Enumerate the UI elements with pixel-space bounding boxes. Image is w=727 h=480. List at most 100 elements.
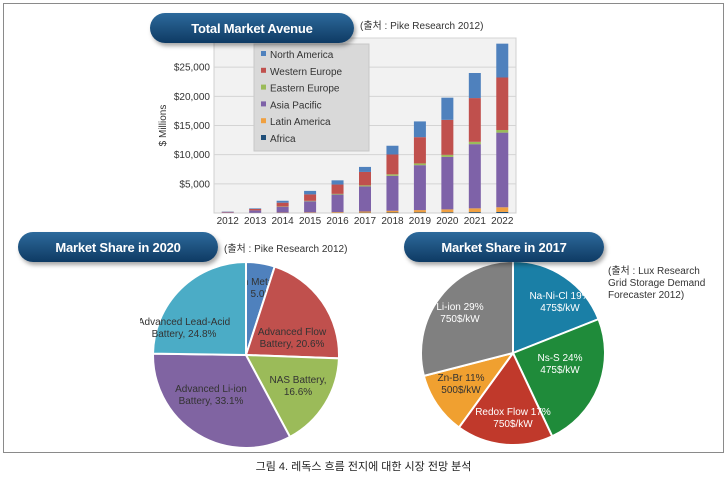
legend-label: Eastern Europe <box>270 84 340 95</box>
bar-segment-eastern-europe <box>413 163 426 166</box>
bar-segment-north-america <box>304 190 317 195</box>
bar-segment-asia-pacific <box>359 186 371 212</box>
legend-label: Asia Pacific <box>270 100 322 111</box>
bar-segment-eastern-europe <box>496 129 509 133</box>
bar-segment-western-europe <box>331 184 344 194</box>
bar-segment-western-europe <box>441 119 454 155</box>
legend-label: North America <box>270 50 334 61</box>
bar-segment-western-europe <box>276 202 289 207</box>
y-tick-label: $25,000 <box>174 63 211 74</box>
legend-swatch <box>261 84 266 90</box>
bar-segment-asia-pacific <box>276 206 289 213</box>
bar-segment-north-america <box>413 121 426 138</box>
pie-slice <box>420 259 514 378</box>
x-tick-label: 2020 <box>436 216 459 227</box>
bar-segment-eastern-europe <box>359 185 371 187</box>
pie-slice <box>511 317 606 438</box>
y-tick-label: $15,000 <box>174 121 211 132</box>
bar-segment-asia-pacific <box>386 175 399 211</box>
y-tick-label: $10,000 <box>174 150 211 161</box>
bar-segment-eastern-europe <box>331 193 344 195</box>
bar-chart: $5,000$10,000$15,000$20,000$25,000$30,00… <box>158 34 517 227</box>
bar-segment-western-europe <box>249 208 262 211</box>
bar-segment-north-america <box>441 97 454 120</box>
y-tick-label: $20,000 <box>174 92 211 103</box>
bar-segment-north-america <box>386 145 399 155</box>
pie-slice <box>244 353 340 439</box>
figure-caption: 그림 4. 레독스 흐름 전지에 대한 시장 전망 분석 <box>255 461 472 473</box>
pie-slice-label: NAS Battery, 16.6% <box>269 375 326 398</box>
x-tick-label: 2019 <box>409 216 432 227</box>
bar-segment-asia-pacific <box>468 144 481 209</box>
legend-swatch <box>261 101 266 107</box>
x-tick-label: 2018 <box>381 216 404 227</box>
bar-segment-north-america <box>331 180 344 185</box>
bar-segment-asia-pacific <box>331 194 344 213</box>
bar-chart-source: (출처 : Pike Research 2012) <box>360 21 484 32</box>
pie-2017-source: (출처 : Lux Research Grid Storage Demand F… <box>608 266 705 302</box>
bar-segment-north-america <box>276 200 289 203</box>
x-tick-label: 2014 <box>272 216 295 227</box>
legend-swatch <box>261 118 266 124</box>
bar-segment-north-america <box>359 166 371 172</box>
pie-slice-label: Na-Ni-Cl 19% 475$/kW <box>529 291 590 314</box>
pie-chart-2020: Sodium MetalHalide, 5.0%Advanced FlowBat… <box>140 260 340 449</box>
bar-segment-africa <box>468 212 481 213</box>
legend-box <box>253 43 370 152</box>
bar-chart-title: Total Market Avenue <box>150 13 354 43</box>
legend-swatch <box>261 67 266 73</box>
pie-slice <box>152 352 292 449</box>
bar-segment-africa <box>441 212 454 213</box>
y-axis-label: $ Millions <box>158 105 169 147</box>
legend-label: Latin America <box>270 117 331 128</box>
pie-slice-label: Advanced Li-ion Battery, 33.1% <box>175 384 247 407</box>
bar-segment-eastern-europe <box>386 174 399 176</box>
pie-2020-title: Market Share in 2020 <box>18 232 218 262</box>
bar-segment-latin-america <box>386 210 399 213</box>
bar-segment-western-europe <box>386 154 399 175</box>
bar-segment-asia-pacific <box>304 201 317 213</box>
pie-slice-label: Ns-S 24% 475$/kW <box>537 353 582 376</box>
bar-segment-western-europe <box>359 171 371 186</box>
bar-segment-asia-pacific <box>249 210 262 213</box>
bar-segment-western-europe <box>304 194 317 201</box>
bar-segment-western-europe <box>413 137 426 164</box>
bar-segment-latin-america <box>331 212 344 213</box>
bar-segment-africa <box>496 211 509 213</box>
bar-segment-latin-america <box>413 210 426 213</box>
legend-label: Western Europe <box>270 67 343 78</box>
pie-slice-label: Zn-Br 11% 500$/kW <box>437 373 484 396</box>
x-tick-label: 2017 <box>354 216 377 227</box>
x-tick-label: 2013 <box>244 216 267 227</box>
pie-2017-source-line-1: (출처 : Lux Research <box>608 266 700 277</box>
legend-label: Africa <box>270 134 296 145</box>
x-tick-label: 2021 <box>464 216 487 227</box>
pie-slice-label: Redox Flow 17% 750$/kW <box>475 407 551 430</box>
bar-segment-north-america <box>249 208 262 209</box>
bar-segment-asia-pacific <box>221 212 234 213</box>
bar-segment-africa <box>413 212 426 213</box>
bar-segment-latin-america <box>359 211 371 213</box>
bar-segment-latin-america <box>441 209 454 213</box>
pie-slice-label: Advanced Lead-Acid Battery, 24.8% <box>140 317 230 340</box>
bar-segment-western-europe <box>468 98 481 142</box>
pie-2020-source: (출처 : Pike Research 2012) <box>224 244 348 255</box>
bar-segment-western-europe <box>496 77 509 130</box>
bar-segment-eastern-europe <box>441 154 454 157</box>
bar-segment-north-america <box>496 43 509 78</box>
bar-segment-latin-america <box>468 208 481 213</box>
pie-slice-label: Advanced Flow Battery, 20.6% <box>258 327 327 350</box>
bar-segment-asia-pacific <box>496 132 509 208</box>
pie-2017-source-line-2: Grid Storage Demand <box>608 278 706 289</box>
bar-segment-latin-america <box>496 207 509 212</box>
legend-swatch <box>261 135 266 140</box>
bar-segment-north-america <box>468 73 481 99</box>
pie-2017-title: Market Share in 2017 <box>404 232 604 262</box>
legend-swatch <box>261 51 266 56</box>
pie-2017-source-line-3: Forecaster 2012) <box>608 290 685 301</box>
bar-segment-asia-pacific <box>413 165 426 211</box>
pie-slice-label: Li-ion 29% 750$/kW <box>436 302 483 325</box>
bar-segment-asia-pacific <box>441 156 454 210</box>
y-tick-label: $5,000 <box>179 179 210 190</box>
bar-segment-eastern-europe <box>468 141 481 145</box>
